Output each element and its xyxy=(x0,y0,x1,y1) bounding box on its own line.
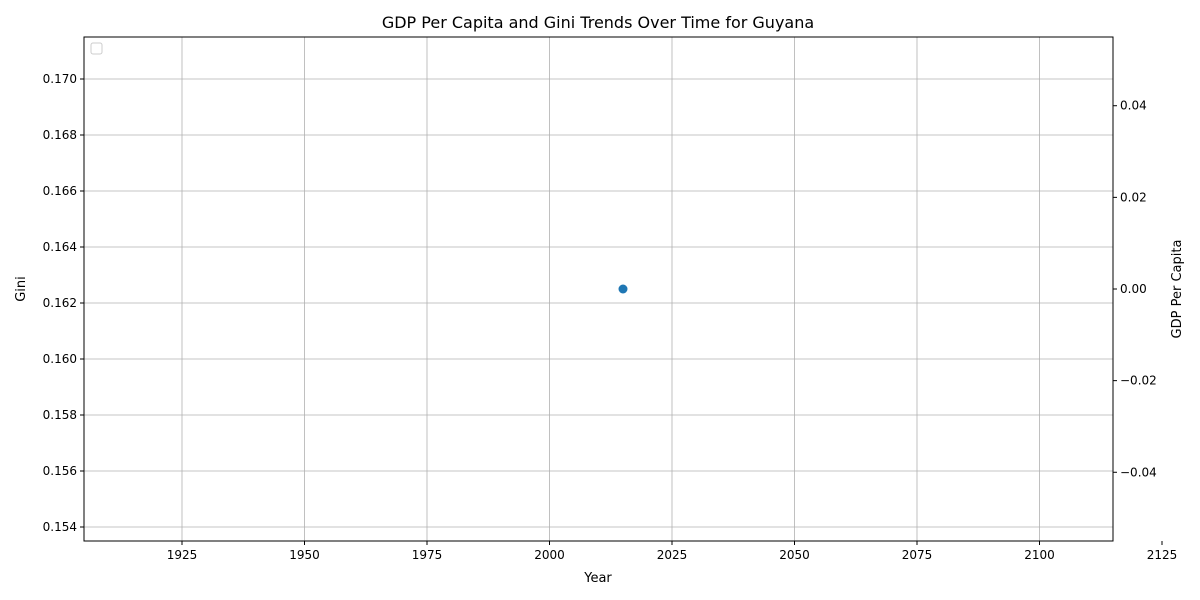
legend-box xyxy=(90,42,103,55)
left-y-tick-label: 0.158 xyxy=(43,408,77,422)
left-y-tick-label: 0.170 xyxy=(43,72,77,86)
chart-title: GDP Per Capita and Gini Trends Over Time… xyxy=(382,13,814,32)
right-y-tick-label: −0.04 xyxy=(1120,465,1157,479)
left-y-tick-label: 0.164 xyxy=(43,240,77,254)
x-tick-label: 1975 xyxy=(412,548,443,562)
left-y-axis-ticks: 0.154 0.156 0.158 0.160 0.162 0.164 0.166 0.168… xyxy=(43,72,84,534)
right-y-tick-label: 0.02 xyxy=(1120,190,1147,204)
left-y-axis-label: Gini xyxy=(14,276,29,302)
x-tick-label: 1925 xyxy=(167,548,198,562)
right-y-tick-label: 0.04 xyxy=(1120,99,1147,113)
grid-lines xyxy=(84,37,1113,541)
x-tick-label: 2025 xyxy=(657,548,688,562)
left-y-tick-label: 0.156 xyxy=(43,464,77,478)
left-y-tick-label: 0.160 xyxy=(43,352,77,366)
left-y-tick-label: 0.168 xyxy=(43,128,77,142)
left-y-tick-label: 0.162 xyxy=(43,296,77,310)
x-tick-label: 2050 xyxy=(779,548,810,562)
gini-data-point xyxy=(618,284,628,294)
right-y-axis-label: GDP Per Capita xyxy=(1170,240,1185,339)
right-y-tick-label: −0.02 xyxy=(1120,374,1157,388)
right-y-tick-label: 0.00 xyxy=(1120,282,1147,296)
x-tick-label: 2075 xyxy=(902,548,933,562)
right-y-axis-ticks: −0.04 −0.02 0.00 0.02 0.04 xyxy=(1113,99,1157,479)
x-tick-label: 2000 xyxy=(534,548,565,562)
plot-data xyxy=(618,284,628,294)
left-y-tick-label: 0.166 xyxy=(43,184,77,198)
x-tick-label: 2125 xyxy=(1147,548,1178,562)
x-tick-label: 2100 xyxy=(1024,548,1055,562)
x-tick-label: 1950 xyxy=(289,548,320,562)
left-y-tick-label: 0.154 xyxy=(43,520,77,534)
x-axis-ticks: 1925 1950 1975 2000 2025 2050 2075 2100 2125 xyxy=(167,541,1178,562)
x-axis-label: Year xyxy=(583,571,612,586)
